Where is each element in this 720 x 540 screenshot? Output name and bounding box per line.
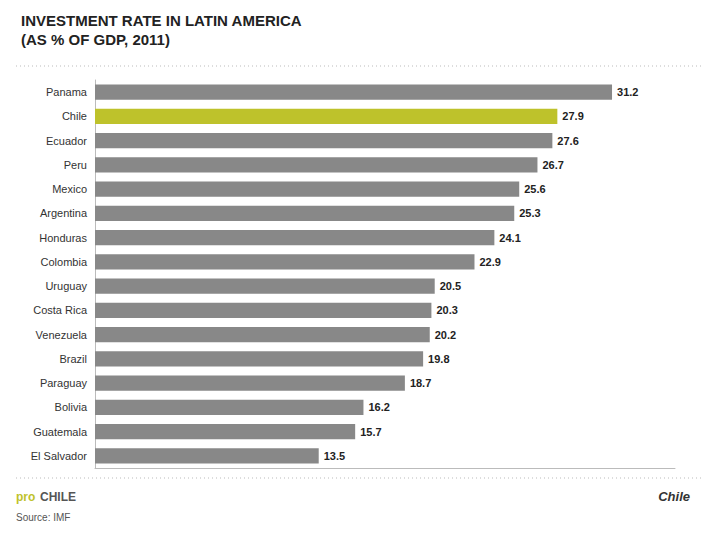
svg-text:19.8: 19.8 [428,353,449,365]
svg-text:20.3: 20.3 [436,304,457,316]
svg-text:Mexico: Mexico [52,183,87,195]
svg-text:INVESTMENT RATE IN LATIN AMERI: INVESTMENT RATE IN LATIN AMERICA [21,12,302,29]
svg-text:Bolivia: Bolivia [55,401,88,413]
svg-text:Source: IMF: Source: IMF [16,512,70,523]
svg-text:Uruguay: Uruguay [45,280,87,292]
svg-text:Chile: Chile [658,489,690,504]
svg-text:25.3: 25.3 [519,207,540,219]
svg-text:27.6: 27.6 [557,135,578,147]
svg-text:Argentina: Argentina [40,207,88,219]
svg-text:(AS % OF GDP, 2011): (AS % OF GDP, 2011) [21,31,170,48]
svg-text:22.9: 22.9 [479,256,500,268]
svg-text:20.2: 20.2 [435,329,456,341]
svg-text:Peru: Peru [64,159,87,171]
svg-text:Panama: Panama [46,86,88,98]
svg-text:Guatemala: Guatemala [33,426,88,438]
svg-text:Chile: Chile [62,110,87,122]
svg-text:24.1: 24.1 [499,232,520,244]
svg-text:El Salvador: El Salvador [31,450,88,462]
svg-text:Brazil: Brazil [59,353,87,365]
svg-text:20.5: 20.5 [440,280,461,292]
svg-text:16.2: 16.2 [368,401,389,413]
svg-text:31.2: 31.2 [617,86,638,98]
svg-text:pro: pro [16,490,35,504]
svg-text:15.7: 15.7 [360,426,381,438]
svg-text:26.7: 26.7 [542,159,563,171]
svg-text:Venezuela: Venezuela [36,329,88,341]
svg-text:Ecuador: Ecuador [46,135,87,147]
svg-text:Paraguay: Paraguay [40,377,88,389]
svg-text:Costa Rica: Costa Rica [33,304,88,316]
svg-text:Colombia: Colombia [41,256,88,268]
svg-text:27.9: 27.9 [562,110,583,122]
svg-text:18.7: 18.7 [410,377,431,389]
svg-text:13.5: 13.5 [324,450,345,462]
svg-text:CHILE: CHILE [40,490,76,504]
svg-text:25.6: 25.6 [524,183,545,195]
svg-text:Honduras: Honduras [39,232,87,244]
